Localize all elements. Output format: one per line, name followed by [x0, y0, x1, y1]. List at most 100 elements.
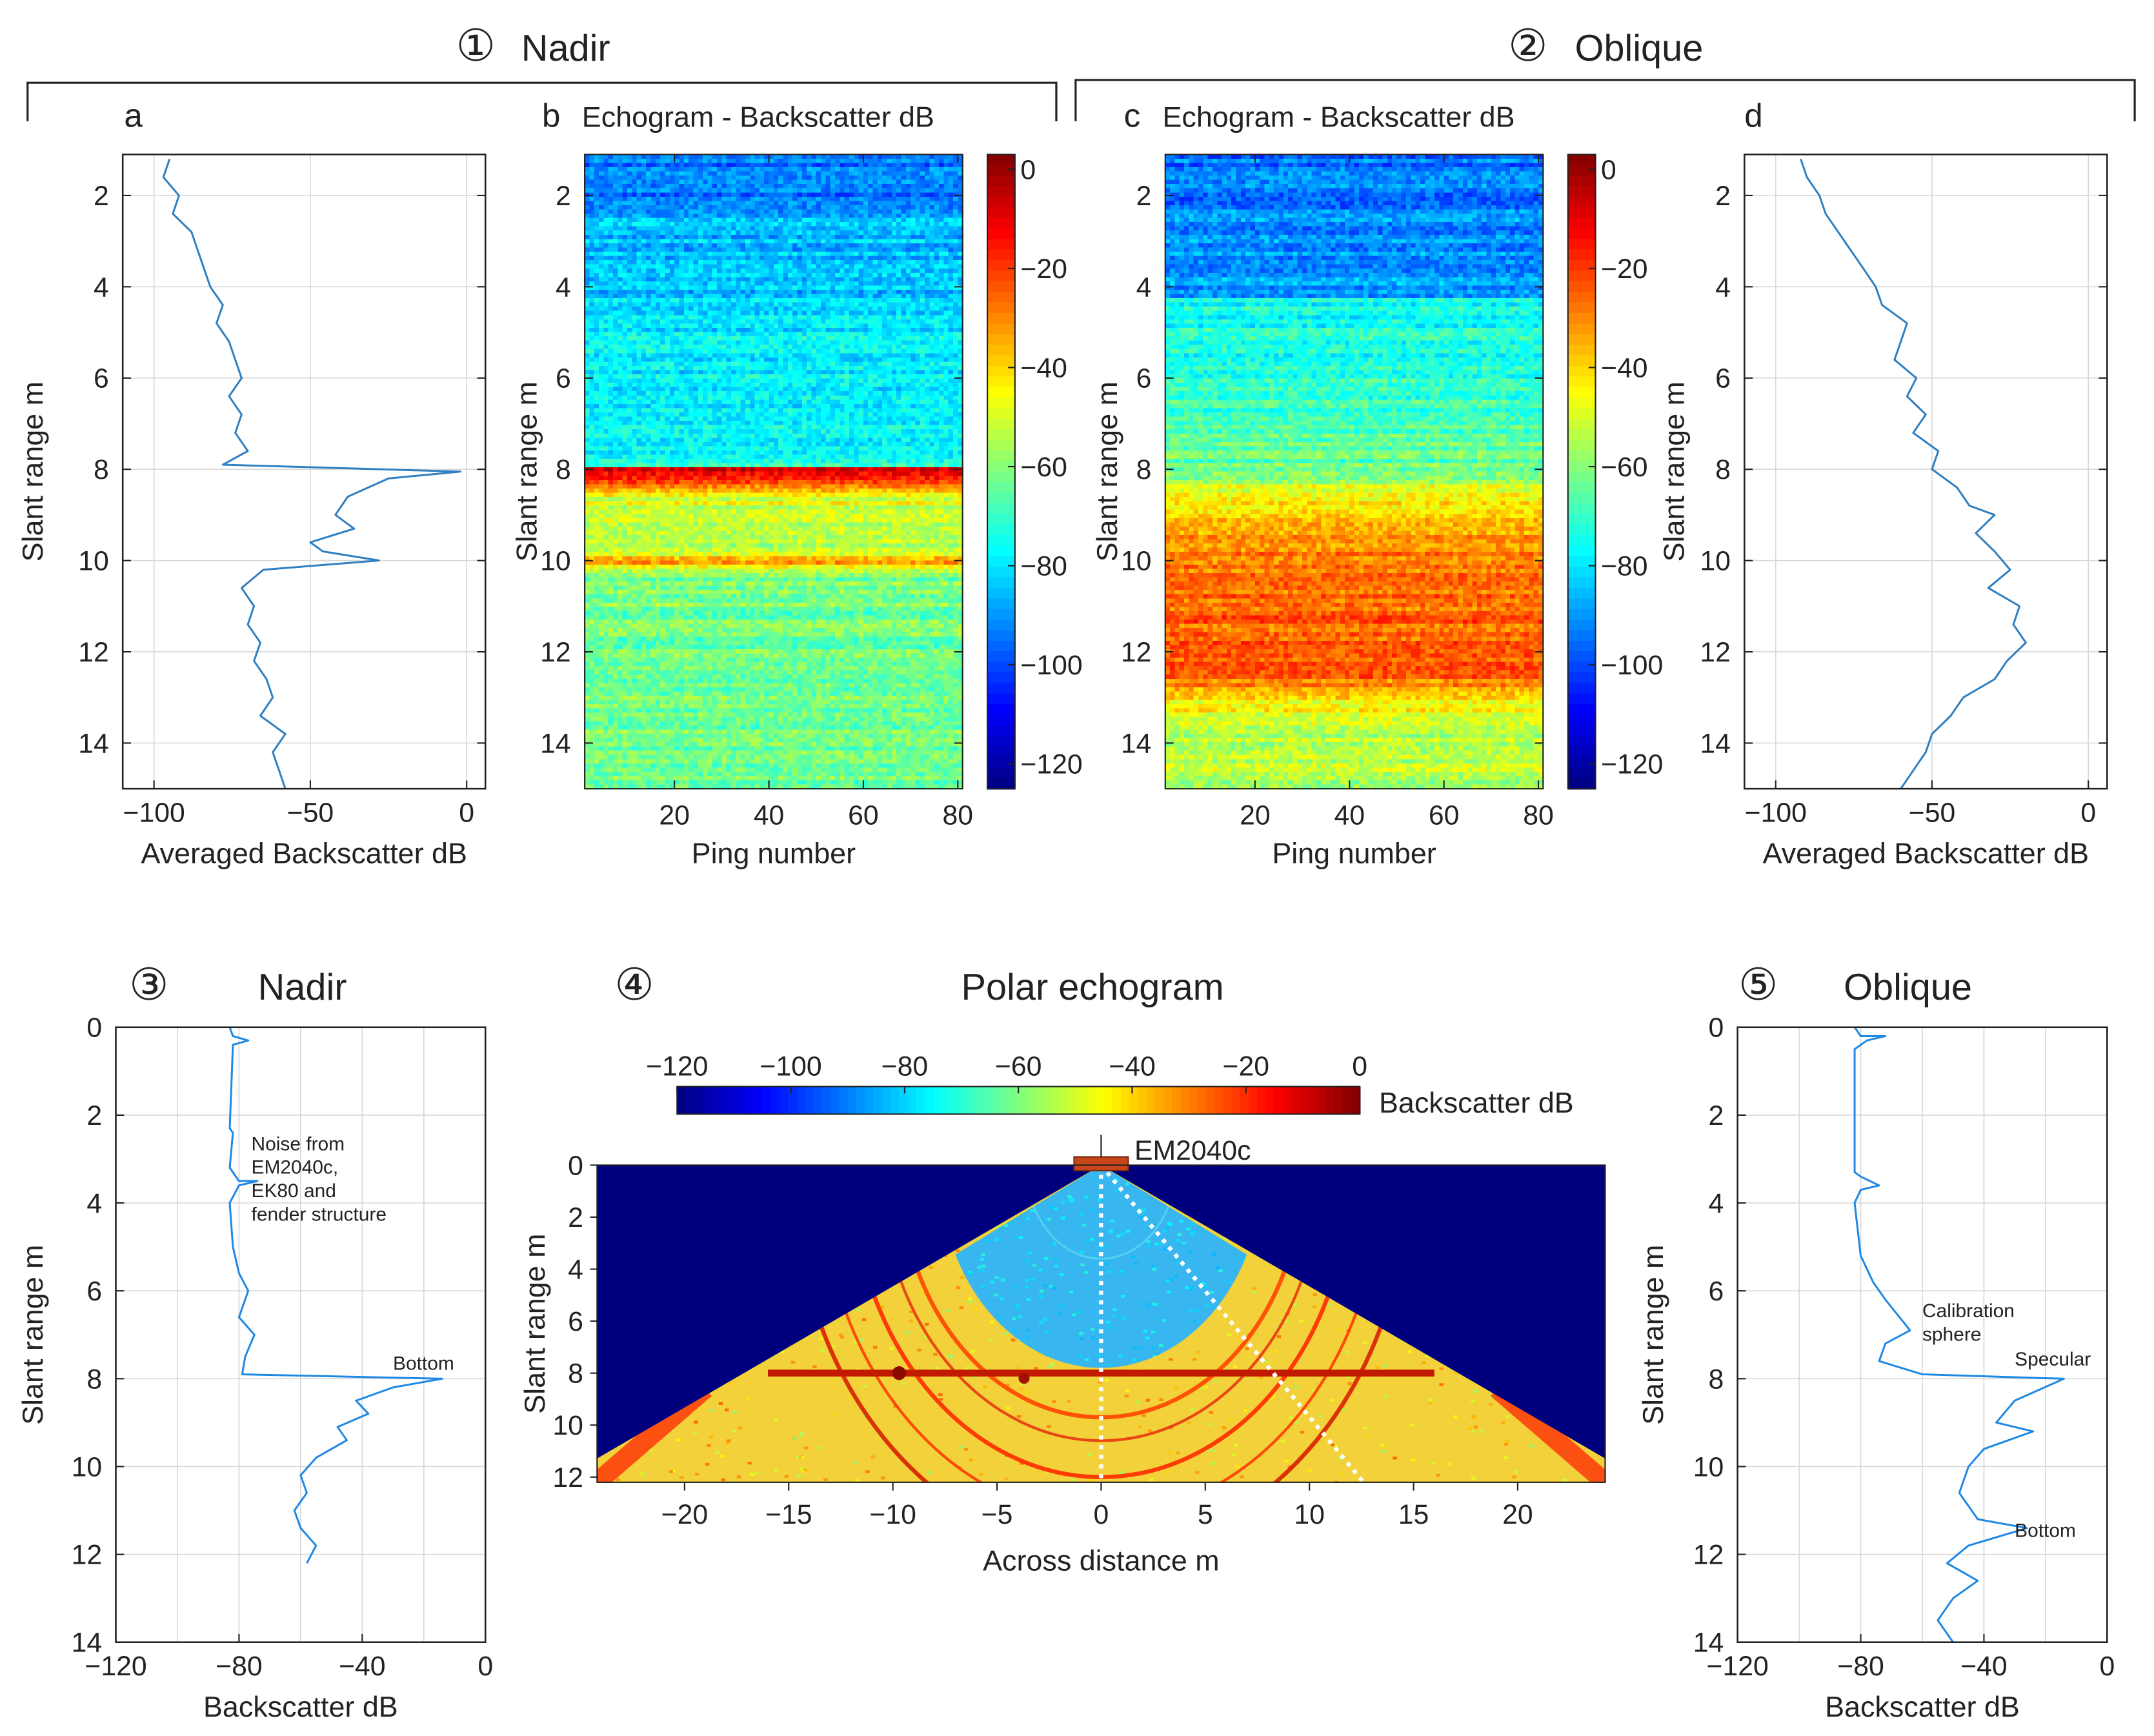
heatmap-cell	[759, 234, 765, 240]
heatmap-cell	[679, 209, 685, 215]
heatmap-cell	[948, 176, 954, 181]
heatmap-cell	[868, 176, 874, 181]
heatmap-cell	[674, 234, 680, 240]
heatmap-cell	[877, 154, 883, 160]
heatmap-cell	[840, 234, 845, 240]
heatmap-cell	[830, 167, 836, 172]
heatmap-cell	[911, 171, 916, 177]
heatmap-cell	[863, 184, 869, 190]
heatmap-cell	[905, 205, 912, 210]
heatmap-cell	[759, 201, 765, 207]
heatmap-cell	[613, 158, 619, 164]
heatmap-cell	[811, 179, 818, 185]
heatmap-cell	[641, 158, 647, 164]
heatmap-cell	[844, 179, 851, 185]
heatmap-cell	[854, 205, 860, 210]
y-tick-label: 4	[94, 272, 109, 303]
heatmap-cell	[730, 171, 737, 177]
heatmap-cell	[703, 188, 709, 194]
heatmap-cell	[712, 188, 718, 194]
heatmap-cell	[599, 209, 605, 215]
heatmap-cell	[660, 209, 666, 215]
heatmap-cell	[712, 196, 718, 202]
heatmap-cell	[750, 201, 756, 207]
heatmap-cell	[952, 222, 959, 227]
heatmap-cell	[689, 154, 694, 160]
heatmap-cell	[792, 179, 798, 185]
heatmap-cell	[792, 205, 798, 210]
heatmap-cell	[952, 214, 959, 219]
heatmap-cell	[764, 234, 770, 240]
heatmap-cell	[773, 154, 780, 160]
heatmap-cell	[599, 184, 605, 190]
heatmap-cell	[844, 171, 851, 177]
heatmap-cell	[891, 222, 898, 227]
heatmap-cell	[792, 196, 798, 202]
heatmap-cell	[958, 176, 963, 181]
heatmap-cell	[608, 179, 614, 185]
heatmap-cell	[622, 226, 629, 232]
heatmap-cell	[801, 171, 808, 177]
heatmap-cell	[632, 205, 638, 210]
heatmap-cell	[627, 184, 633, 190]
heatmap-cell	[665, 217, 671, 223]
heatmap-cell	[736, 226, 741, 232]
heatmap-cell	[632, 226, 638, 232]
heatmap-cell	[901, 192, 907, 198]
heatmap-cell	[683, 179, 690, 185]
heatmap-cell	[669, 176, 676, 181]
heatmap-cell	[674, 214, 680, 219]
heatmap-cell	[730, 179, 737, 185]
heatmap-cell	[834, 214, 841, 219]
heatmap-cell	[830, 201, 836, 207]
heatmap-cell	[721, 234, 727, 240]
heatmap-cell	[674, 154, 680, 160]
heatmap-cell	[674, 188, 680, 194]
heatmap-cell	[915, 192, 921, 198]
heatmap-cell	[750, 179, 756, 185]
heatmap-cell	[769, 163, 775, 168]
heatmap-cell	[807, 234, 812, 240]
heatmap-cell	[712, 167, 718, 172]
heatmap-cell	[811, 154, 818, 160]
heatmap-cell	[736, 171, 741, 177]
heatmap-cell	[707, 196, 713, 202]
heatmap-cell	[943, 234, 949, 240]
heatmap-cell	[693, 163, 700, 168]
heatmap-cell	[674, 163, 680, 168]
heatmap-cell	[773, 214, 780, 219]
heatmap-cell	[627, 196, 633, 202]
heatmap-cell	[830, 196, 836, 202]
heatmap-cell	[858, 163, 865, 168]
heatmap-cell	[764, 192, 770, 198]
heatmap-cell	[599, 163, 605, 168]
heatmap-cell	[773, 171, 780, 177]
heatmap-cell	[948, 184, 954, 190]
heatmap-cell	[603, 226, 609, 232]
heatmap-cell	[674, 217, 680, 223]
heatmap-cell	[627, 176, 633, 181]
heatmap-cell	[863, 196, 869, 202]
heatmap-cell	[721, 171, 727, 177]
heatmap-cell	[650, 176, 657, 181]
heatmap-cell	[844, 230, 851, 236]
heatmap-cell	[613, 154, 619, 160]
heatmap-cell	[849, 192, 855, 198]
heatmap-cell	[905, 167, 912, 172]
heatmap-cell	[948, 179, 954, 185]
heatmap-cell	[674, 209, 680, 215]
heatmap-cell	[594, 192, 600, 198]
heatmap-cell	[797, 234, 803, 240]
heatmap-cell	[801, 196, 808, 202]
heatmap-cell	[769, 226, 775, 232]
heatmap-cell	[896, 217, 902, 223]
heatmap-cell	[801, 201, 808, 207]
heatmap-cell	[925, 163, 931, 168]
heatmap-cell	[750, 214, 756, 219]
heatmap-cell	[622, 214, 629, 219]
heatmap-cell	[613, 214, 619, 219]
heatmap-cell	[934, 226, 940, 232]
heatmap-cell	[891, 171, 898, 177]
heatmap-cell	[863, 217, 869, 223]
heatmap-cell	[825, 226, 831, 232]
